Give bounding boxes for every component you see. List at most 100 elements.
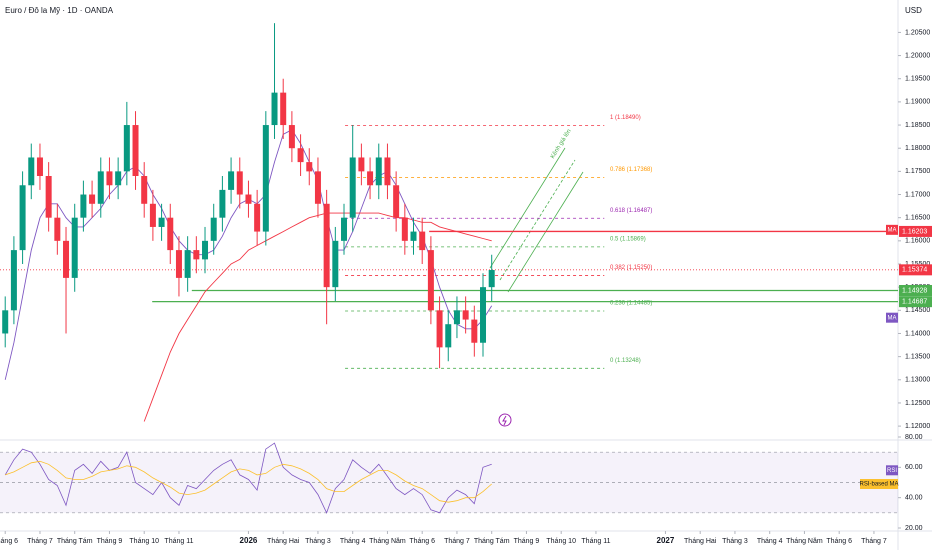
- ma-badge: MA: [888, 227, 897, 233]
- price-badge-bg: [899, 284, 932, 296]
- rsi-line: [5, 460, 492, 503]
- channel-line: [499, 159, 576, 281]
- x-tick-label: Tháng 10: [129, 538, 159, 545]
- rsi-tick-label: 20.00: [905, 525, 923, 532]
- x-tick-label: Tháng Hai: [684, 538, 717, 545]
- y-tick-label: 1.18500: [905, 122, 930, 129]
- rsi-badge-bg: [886, 465, 898, 476]
- candle-body: [480, 287, 487, 343]
- y-tick-label: 1.17500: [905, 168, 930, 175]
- candle-body: [219, 189, 226, 218]
- candle-body: [141, 176, 148, 204]
- candle-body: [471, 319, 478, 343]
- ma-badge-bg: [886, 224, 898, 235]
- candle-body: [306, 162, 313, 172]
- rsi-line: [4, 442, 492, 514]
- x-tick-label: Tháng 7: [861, 538, 887, 545]
- x-tick-label: Tháng 10: [546, 538, 576, 545]
- candle-body: [332, 240, 339, 288]
- x-tick-label: Tháng 9: [514, 538, 540, 545]
- candle-body: [236, 171, 243, 195]
- candle-body: [393, 185, 400, 218]
- candle-body: [271, 92, 278, 126]
- fib-label: 0.382 (1.15250): [610, 265, 652, 271]
- rsi-badge: RSI-based MA: [859, 482, 898, 488]
- price-badge: 1.14928: [902, 287, 927, 294]
- event-icon[interactable]: [498, 413, 512, 427]
- y-tick-label: 1.12500: [905, 400, 930, 407]
- y-tick-label: 1.20500: [905, 29, 930, 36]
- candle-body: [349, 157, 356, 218]
- candle-body: [254, 203, 261, 232]
- candle-body: [54, 217, 61, 241]
- candle-body: [427, 250, 434, 311]
- candle-body: [36, 157, 43, 176]
- candle-body: [10, 250, 17, 311]
- candle-body: [384, 157, 391, 186]
- candle-body: [228, 171, 235, 190]
- candle-body: [367, 171, 374, 186]
- candle-body: [410, 231, 417, 241]
- x-tick-label: 2027: [657, 536, 675, 545]
- price-badge: 1.16203: [902, 228, 927, 235]
- x-tick-label: Tháng Năm: [369, 538, 406, 545]
- x-tick-label: Tháng Năm: [786, 538, 823, 545]
- candle-body: [288, 125, 295, 149]
- rsi-tick-label: 80.00: [905, 434, 923, 441]
- x-tick-label: Tháng 3: [722, 538, 748, 545]
- candle-body: [106, 171, 113, 186]
- candle-body: [132, 125, 139, 176]
- symbol-title: Euro / Đô la Mỹ · 1D · OANDA: [5, 6, 114, 15]
- candle-body: [401, 217, 408, 241]
- rsi-badge-bg: [860, 479, 898, 490]
- x-tick-label: Tháng 7: [27, 538, 53, 545]
- ma-badge: MA: [888, 315, 897, 321]
- candle-body: [115, 171, 122, 186]
- y-tick-label: 1.13500: [905, 353, 930, 360]
- x-tick-label: 2026: [240, 536, 258, 545]
- x-tick-label: Tháng 7: [444, 538, 470, 545]
- candle-body: [297, 148, 304, 163]
- ma-badge-bg: [886, 312, 898, 323]
- y-tick-label: 1.19000: [905, 99, 930, 106]
- candle-body: [462, 310, 469, 320]
- candle-body: [323, 203, 330, 288]
- x-tick-label: Tháng 11: [164, 538, 193, 545]
- y-tick-label: 1.16000: [905, 238, 930, 245]
- x-tick-label: Tháng 9: [97, 538, 123, 545]
- x-tick-label: Tháng Tám: [57, 538, 93, 545]
- x-tick-label: Tháng 4: [757, 538, 783, 545]
- y-tick-label: 1.19500: [905, 76, 930, 83]
- candle-body: [445, 324, 452, 348]
- fib-label: 0.786 (1.17368): [610, 167, 652, 173]
- fib-label: 0.5 (1.15869): [610, 236, 646, 242]
- candle-body: [280, 92, 287, 126]
- y-tick-label: 1.18000: [905, 145, 930, 152]
- channel-line: [489, 147, 566, 269]
- candle-body: [45, 176, 52, 218]
- y-tick-label: 1.12000: [905, 423, 930, 430]
- rsi-band: [0, 452, 898, 513]
- candle-body: [358, 157, 365, 172]
- candle-body: [193, 250, 200, 260]
- fib-label: 0.618 (1.16487): [610, 208, 652, 214]
- fib-label: 0 (1.13248): [610, 358, 641, 364]
- currency: USD: [905, 6, 922, 15]
- fib-label: 1 (1.18490): [610, 115, 641, 121]
- y-tick-label: 1.14000: [905, 330, 930, 337]
- event-icon-bolt: [502, 415, 507, 426]
- candle-body: [488, 270, 495, 288]
- candle-body: [341, 217, 348, 241]
- x-tick-label: Tháng 11: [581, 538, 610, 545]
- y-tick-label: 1.14500: [905, 307, 930, 314]
- candle-body: [375, 157, 382, 186]
- candle-body: [436, 310, 443, 348]
- last-price-badge: 1.15374: [902, 267, 927, 274]
- candle-body: [97, 171, 104, 204]
- candle-body: [314, 171, 321, 204]
- rsi-tick-label: 40.00: [905, 495, 923, 502]
- candle-body: [123, 125, 130, 172]
